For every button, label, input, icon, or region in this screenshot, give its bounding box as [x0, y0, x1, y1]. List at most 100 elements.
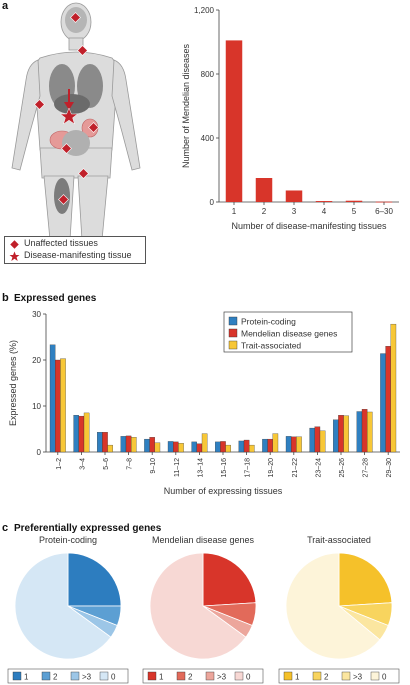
legend-manifesting-label: Disease-manifesting tissue: [24, 250, 132, 260]
x-tick-label: 5–6: [103, 458, 110, 470]
bar-3–4-1: [78, 415, 85, 453]
x-tick-label: 11–12: [174, 458, 181, 477]
pie-slice-1: [338, 552, 393, 607]
arrow-icon: [64, 89, 74, 110]
bar-25–26-1: [338, 415, 344, 453]
pie-legend-label: 2: [188, 673, 193, 682]
legend-swatch: [228, 316, 238, 326]
bar-19–20-2: [272, 433, 279, 453]
pie-slice-1: [202, 552, 257, 607]
bar-9–10-1: [149, 437, 155, 453]
pie-legend-swatch: [147, 671, 157, 681]
bar-27–28-1: [361, 409, 368, 453]
pie-legend-swatch: [312, 671, 322, 681]
bar-29–30-1: [385, 346, 391, 453]
bar-23–24-0: [309, 427, 315, 453]
x-tick-label: 3–4: [79, 458, 86, 470]
bar-23–24-1: [314, 426, 321, 453]
legend-swatch: [228, 340, 238, 350]
pie-title: Protein-coding: [39, 535, 97, 545]
bar-19–20-0: [262, 438, 268, 453]
pie-title: Trait-associated: [307, 535, 371, 545]
pie-legend-swatch: [341, 671, 351, 681]
bar-13–14-2: [201, 433, 208, 453]
body-illustration: [11, 2, 141, 240]
x-tick-label: 3: [292, 207, 297, 216]
x-tick-label: 5: [352, 207, 357, 216]
panel-c-letter: c: [2, 522, 9, 534]
panel-a-letter: a: [2, 0, 9, 12]
bar-13–14-0: [191, 441, 197, 453]
x-axis-label: Number of disease-manifesting tissues: [231, 221, 387, 231]
bar-21–22-0: [285, 436, 292, 453]
bar-7–8-2: [131, 437, 137, 453]
legend-swatch: [228, 328, 238, 338]
bar-27–28-2: [367, 411, 373, 453]
bar-5–6-0: [97, 432, 103, 453]
pie-legend-label: 0: [111, 673, 116, 682]
x-tick-label: 17–18: [245, 458, 252, 478]
bar-4: [315, 201, 333, 202]
pie-legend-swatch: [70, 671, 80, 681]
pie-legend-label: 2: [324, 673, 329, 682]
pie-legend-label: >3: [353, 673, 363, 682]
bar-9–10-0: [144, 438, 150, 453]
bar-5–6-2: [107, 444, 113, 453]
y-tick-label: 0: [37, 448, 42, 457]
y-tick-label: 1,200: [194, 6, 215, 15]
panel-c-title: Preferentially expressed genes: [14, 523, 162, 534]
pie-legend-label: 2: [53, 673, 58, 682]
bar-19–20-1: [267, 438, 273, 453]
pie-legend-label: 0: [246, 673, 251, 682]
panel-b-title: Expressed genes: [14, 293, 97, 304]
bar-11–12-1: [173, 441, 179, 453]
pie-legend-box: [142, 668, 264, 684]
bar-5: [345, 200, 363, 202]
y-tick-label: 20: [32, 356, 41, 365]
pie-legend-label: 1: [159, 673, 164, 682]
pie-slice-1: [67, 552, 122, 607]
pie-legend-swatch: [205, 671, 215, 681]
y-tick-label: 0: [210, 198, 215, 207]
x-tick-label: 9–10: [150, 458, 157, 474]
legend-label: Mendelian disease genes: [241, 329, 337, 339]
bar-5–6-1: [102, 432, 108, 453]
bar-29–30-0: [380, 353, 386, 453]
y-tick-label: 30: [32, 310, 41, 319]
x-tick-label: 21–22: [292, 458, 299, 478]
y-tick-label: 10: [32, 402, 41, 411]
bar-27–28-0: [356, 411, 363, 453]
x-tick-label: 27–28: [363, 458, 370, 478]
x-tick-label: 2: [262, 207, 267, 216]
body-silhouette: [11, 2, 141, 240]
x-tick-label: 6–30: [375, 207, 393, 216]
y-axis-label: Expressed genes (%): [8, 340, 18, 426]
bar-23–24-2: [319, 430, 326, 453]
bar-15–16-0: [215, 441, 221, 453]
bar-13–14-1: [196, 443, 203, 453]
pie-legend-label: >3: [82, 673, 92, 682]
bar-21–22-1: [291, 436, 297, 453]
pie-slice-0: [285, 552, 381, 660]
x-tick-label: 19–20: [268, 458, 275, 478]
manifesting-tissue-star-icon: [59, 107, 79, 125]
bar-15–16-1: [220, 441, 226, 453]
legend-label: Trait-associated: [241, 341, 301, 351]
pie-slice-0: [149, 552, 247, 660]
pie-title: Mendelian disease genes: [152, 535, 255, 545]
pie-legend-box: [7, 668, 129, 684]
bar-9–10-2: [154, 442, 161, 453]
x-tick-label: 15–16: [221, 458, 228, 478]
x-tick-label: 23–24: [315, 458, 322, 478]
x-tick-label: 13–14: [197, 458, 204, 478]
x-tick-label: 25–26: [339, 458, 346, 478]
pie-legend-label: 1: [295, 673, 300, 682]
preferentially-expressed-pie-charts: Protein-coding 1 2 >3 0 Mendelian disease gen…: [7, 535, 400, 684]
pie-legend-swatch: [41, 671, 51, 681]
bar-17–18-2: [249, 444, 255, 453]
pie-slice-0: [14, 552, 112, 660]
bar-29–30-2: [390, 323, 397, 453]
expressed-genes-grouped-bar-chart: 0 10 20 30 1–2 3–4 5–6 7–8 9–10 11–12 13–14 15–16 17…: [8, 310, 400, 496]
pie-legend-box: [278, 668, 400, 684]
pie-legend-label: 1: [24, 673, 29, 682]
